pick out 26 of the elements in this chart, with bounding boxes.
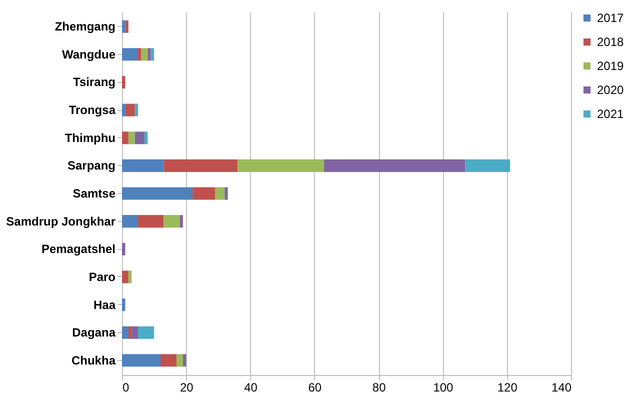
legend-label: 2018 (597, 35, 624, 49)
y-tick-label: Trongsa (68, 103, 116, 118)
x-tick-label: 0 (122, 380, 130, 394)
x-tick-label: 80 (372, 380, 386, 394)
y-tick-label: Paro (88, 270, 116, 284)
y-tick-label: Tsirang (73, 75, 116, 90)
y-tick-label: Pemagatshel (41, 242, 116, 256)
y-tick-label: Haa (93, 298, 116, 312)
legend-label: 2017 (597, 11, 624, 25)
x-tick-label: 140 (551, 380, 572, 394)
x-tick-label: 20 (180, 380, 194, 394)
y-tick-label: Sarpang (67, 158, 116, 173)
y-tick-label: Wangdue (62, 47, 116, 62)
legend-label: 2021 (597, 107, 624, 121)
y-tick-label: Zhemgang (54, 20, 116, 34)
x-tick-label: 40 (244, 380, 258, 394)
legend-label: 2020 (597, 83, 624, 97)
y-tick-label: Samtse (72, 186, 116, 200)
x-tick-label: 120 (497, 380, 518, 394)
y-tick-label: Thimphu (64, 130, 116, 145)
x-tick-label: 100 (433, 380, 454, 394)
y-tick-label: Chukha (71, 353, 116, 368)
y-tick-label: Samdrup Jongkhar (6, 214, 116, 228)
legend-label: 2019 (597, 59, 624, 73)
y-tick-label: Dagana (72, 326, 116, 340)
x-tick-label: 60 (308, 380, 322, 394)
